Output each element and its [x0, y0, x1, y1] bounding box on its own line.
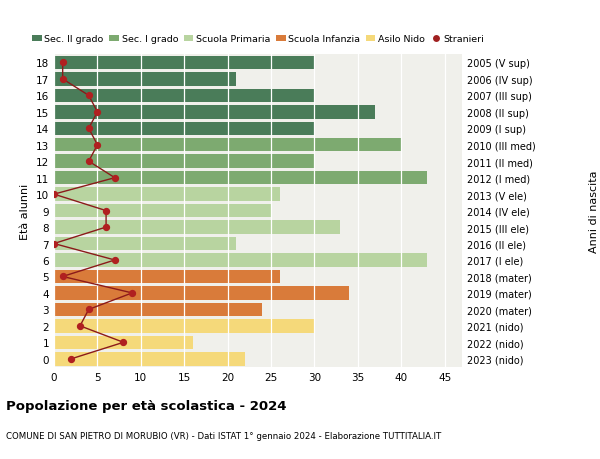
Point — [49, 191, 59, 198]
Text: COMUNE DI SAN PIETRO DI MORUBIO (VR) - Dati ISTAT 1° gennaio 2024 - Elaborazione: COMUNE DI SAN PIETRO DI MORUBIO (VR) - D… — [6, 431, 441, 441]
Bar — [54, 172, 427, 185]
Bar — [54, 204, 271, 218]
Point — [67, 355, 76, 363]
Bar — [54, 106, 375, 119]
Text: Anni di nascita: Anni di nascita — [589, 170, 599, 252]
Bar — [54, 73, 236, 86]
Y-axis label: Età alunni: Età alunni — [20, 183, 31, 239]
Point — [127, 290, 137, 297]
Bar — [54, 270, 280, 284]
Point — [119, 339, 128, 346]
Bar — [54, 139, 401, 152]
Point — [101, 224, 111, 231]
Bar — [54, 90, 314, 103]
Point — [84, 125, 94, 133]
Point — [49, 241, 59, 248]
Bar — [54, 286, 349, 300]
Legend: Sec. II grado, Sec. I grado, Scuola Primaria, Scuola Infanzia, Asilo Nido, Stran: Sec. II grado, Sec. I grado, Scuola Prim… — [32, 35, 484, 44]
Bar — [54, 319, 314, 333]
Bar — [54, 237, 236, 251]
Point — [110, 174, 119, 182]
Bar — [54, 188, 280, 202]
Bar — [54, 122, 314, 136]
Point — [101, 207, 111, 215]
Point — [84, 306, 94, 313]
Bar — [54, 352, 245, 366]
Point — [92, 142, 102, 149]
Point — [58, 60, 67, 67]
Point — [84, 92, 94, 100]
Bar — [54, 254, 427, 267]
Point — [58, 273, 67, 280]
Point — [92, 109, 102, 116]
Bar — [54, 303, 262, 316]
Point — [58, 76, 67, 84]
Point — [110, 257, 119, 264]
Bar — [54, 221, 340, 234]
Point — [75, 323, 85, 330]
Point — [84, 158, 94, 166]
Text: Popolazione per età scolastica - 2024: Popolazione per età scolastica - 2024 — [6, 399, 287, 412]
Bar — [54, 155, 314, 168]
Bar — [54, 336, 193, 349]
Bar — [54, 56, 314, 70]
